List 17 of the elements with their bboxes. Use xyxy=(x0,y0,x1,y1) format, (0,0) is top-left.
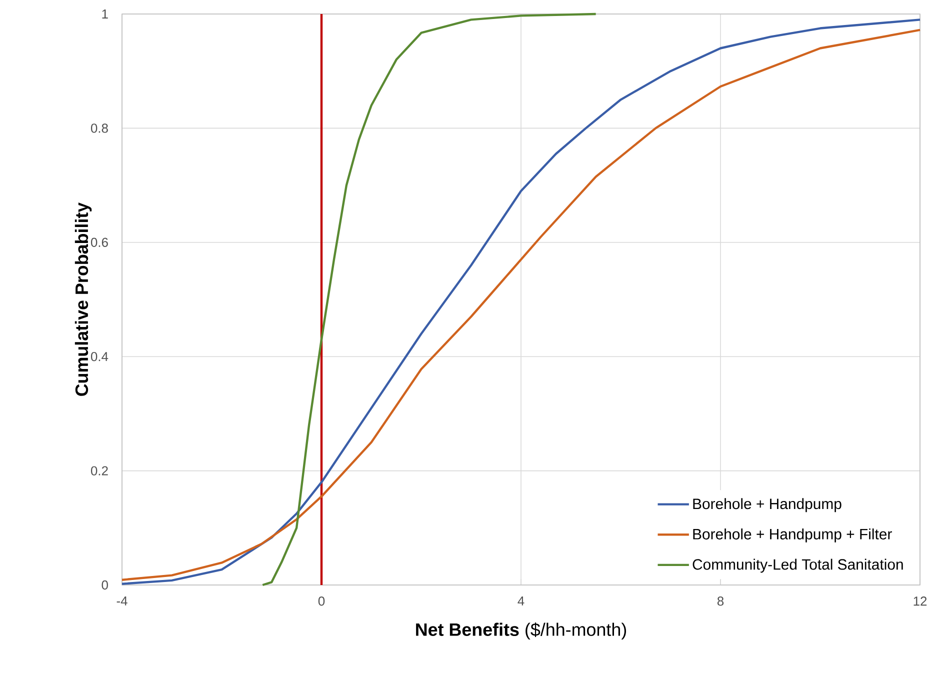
legend-label: Borehole + Handpump + Filter xyxy=(693,528,892,542)
x-tick-label: 0 xyxy=(318,596,325,606)
x-tick-label: 12 xyxy=(914,596,927,606)
y-tick-label: 0.8 xyxy=(90,124,108,133)
y-tick-label: 0.4 xyxy=(90,352,108,362)
y-tick-label: 0.6 xyxy=(90,238,108,247)
x-axis-title: Net Benefits ($/hh-month) xyxy=(416,622,626,640)
x-tick-label: -4 xyxy=(116,596,128,606)
legend-label: Borehole + Handpump xyxy=(693,498,842,512)
x-tick-label: 4 xyxy=(518,596,524,606)
y-tick-label: 0 xyxy=(102,580,108,590)
y-tick-label: 1 xyxy=(102,10,108,18)
legend-label: Community-Led Total Sanitation xyxy=(692,558,903,573)
y-tick-label: 0.2 xyxy=(90,466,108,476)
x-tick-label: 8 xyxy=(717,596,724,606)
line-series xyxy=(262,12,597,586)
y-axis-title: Cumulative Probability xyxy=(74,202,92,396)
